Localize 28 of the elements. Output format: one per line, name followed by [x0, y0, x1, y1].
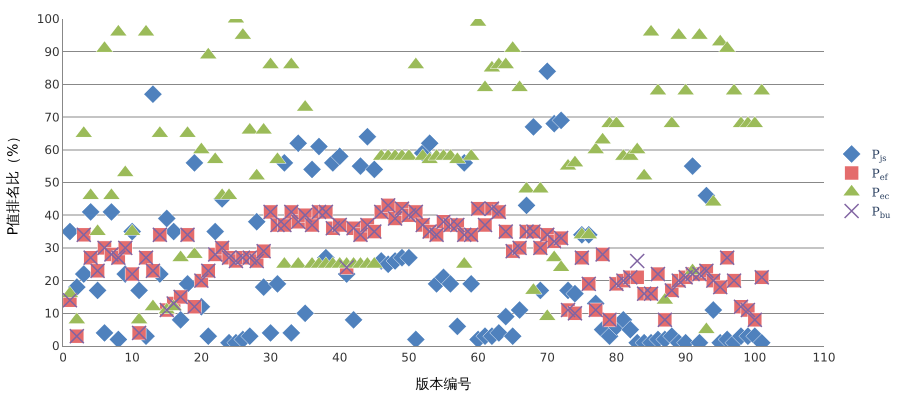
x-axis-title: 版本编号 [416, 376, 472, 393]
legend-label: P$_{js}$ [872, 148, 887, 164]
y-tick-label: 60 [44, 143, 60, 157]
x-tick-label: 90 [678, 350, 694, 364]
x-tick-label: 20 [194, 350, 209, 364]
x-tick-label: 80 [608, 350, 624, 364]
legend-label: P$_{ef}$ [872, 166, 889, 182]
y-tick-label: 40 [44, 208, 60, 222]
y-tick-label: 0 [52, 339, 60, 354]
x-tick-label: 40 [332, 350, 348, 364]
y-tick-label: 90 [44, 44, 60, 59]
x-tick-label: 30 [262, 350, 278, 364]
y-tick-label: 30 [44, 241, 60, 256]
y-tick-label: 80 [44, 78, 60, 92]
y-tick-label: 100 [36, 12, 60, 26]
x-tick-label: 110 [812, 350, 836, 364]
y-tick-label: 50 [44, 176, 60, 190]
y-tick-label: 20 [44, 274, 60, 288]
y-tick-label: 70 [44, 110, 60, 124]
x-tick-label: 10 [124, 350, 140, 364]
x-tick-label: 70 [540, 350, 555, 364]
legend-label: P$_{ec}$ [872, 186, 890, 202]
legend-label: P$_{bu}$ [872, 204, 892, 220]
x-tick-label: 50 [401, 350, 417, 364]
x-tick-label: 100 [743, 350, 766, 364]
y-tick-label: 10 [44, 306, 60, 320]
y-axis-title: P值排名比（%） [5, 130, 22, 236]
x-tick-label: 60 [470, 350, 486, 364]
